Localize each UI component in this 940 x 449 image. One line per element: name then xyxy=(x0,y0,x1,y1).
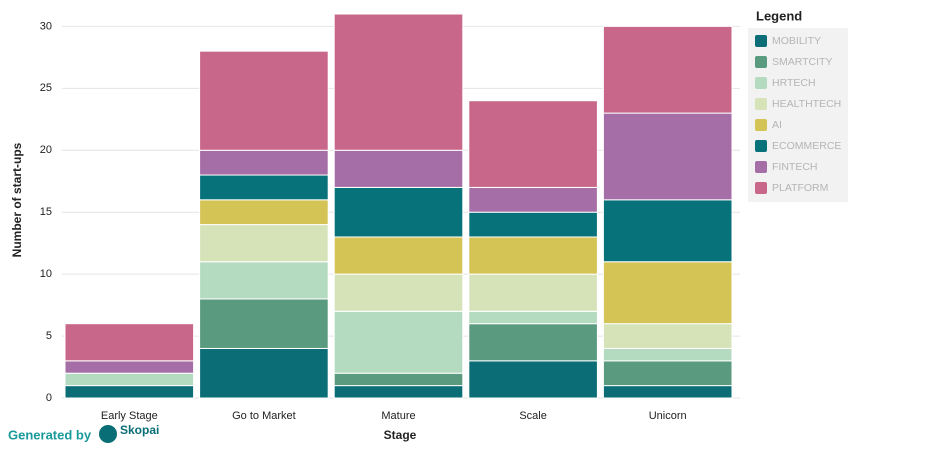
bar-segment xyxy=(199,224,329,263)
bar-segment xyxy=(333,186,464,238)
legend-label: ECOMMERCE xyxy=(772,140,841,152)
y-tick-label: 5 xyxy=(46,330,52,342)
x-tick-label: Mature xyxy=(381,410,415,422)
bar-segment xyxy=(333,273,464,312)
bar-segment xyxy=(468,236,598,275)
legend-label: MOBILITY xyxy=(772,35,821,47)
legend-box xyxy=(748,28,848,202)
legend-label: AI xyxy=(772,119,782,131)
bar-segment xyxy=(602,323,733,349)
legend-label: SMARTCITY xyxy=(772,56,832,68)
bar-segment xyxy=(602,25,733,114)
bar-segment xyxy=(468,273,598,312)
bar-segment xyxy=(64,323,195,362)
bar-segment xyxy=(333,310,464,374)
legend-title: Legend xyxy=(756,8,802,23)
bar-segment xyxy=(333,385,464,399)
legend-swatch xyxy=(755,35,767,47)
bar-segment xyxy=(468,323,598,362)
bar-segment xyxy=(199,347,329,399)
y-tick-label: 25 xyxy=(40,82,52,94)
legend-label: PLATFORM xyxy=(772,182,828,194)
legend-swatch xyxy=(755,56,767,68)
bar-segment xyxy=(333,372,464,387)
bar-segment xyxy=(64,385,195,399)
legend-label: FINTECH xyxy=(772,161,818,173)
y-tick-label: 15 xyxy=(40,206,52,218)
x-axis-label: Stage xyxy=(384,428,417,442)
bar-segment xyxy=(333,13,464,151)
bar-segment xyxy=(602,360,733,387)
bar-segment xyxy=(602,261,733,325)
legend-swatch xyxy=(755,161,767,173)
bar-segment xyxy=(199,261,329,300)
bar-segment xyxy=(64,360,195,374)
bar-segment xyxy=(468,310,598,325)
x-tick-label: Early Stage xyxy=(101,410,158,422)
legend-swatch xyxy=(755,77,767,89)
legend-label: HEALTHTECH xyxy=(772,98,841,110)
bar-segment xyxy=(468,211,598,238)
x-tick-label: Scale xyxy=(519,410,547,422)
bar-segment xyxy=(199,174,329,201)
bar-segment xyxy=(468,360,598,399)
bar-segment xyxy=(199,199,329,226)
y-tick-label: 0 xyxy=(46,392,52,404)
y-tick-label: 10 xyxy=(40,268,52,280)
legend-label: HRTECH xyxy=(772,77,816,89)
legend-swatch xyxy=(755,98,767,110)
bar-segment xyxy=(602,385,733,399)
footer-text: Generated by xyxy=(8,427,92,442)
bar-segment xyxy=(468,100,598,188)
bar-segment xyxy=(333,236,464,275)
bar-segment xyxy=(199,298,329,349)
x-tick-label: Unicorn xyxy=(649,410,687,422)
bar-segment xyxy=(64,372,195,387)
legend-swatch xyxy=(755,119,767,131)
bar-segment xyxy=(333,149,464,188)
y-axis-label: Number of start-ups xyxy=(10,142,24,257)
bar-segment xyxy=(602,199,733,263)
bar-segment xyxy=(602,112,733,201)
brand-name: Skopai xyxy=(120,423,159,437)
bar-segment xyxy=(199,50,329,151)
bar-segment xyxy=(602,347,733,362)
y-tick-label: 20 xyxy=(40,144,52,156)
bar-segment xyxy=(468,186,598,213)
legend-swatch xyxy=(755,140,767,152)
legend-swatch xyxy=(755,182,767,194)
x-tick-label: Go to Market xyxy=(232,410,296,422)
y-tick-label: 30 xyxy=(40,20,52,32)
brand-logo xyxy=(99,425,117,443)
bar-segment xyxy=(199,149,329,176)
